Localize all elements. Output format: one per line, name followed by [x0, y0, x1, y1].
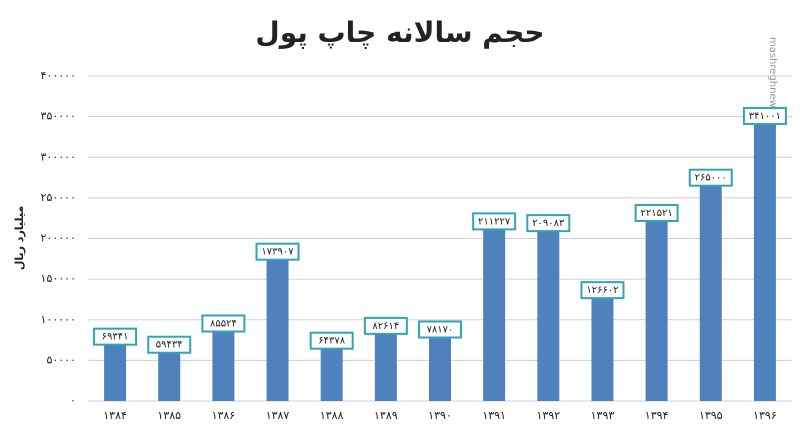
value-label-box [309, 331, 354, 350]
y-tick-label: ۱۰۰۰۰۰ [41, 313, 76, 326]
value-label-box [255, 242, 300, 261]
bar [320, 348, 343, 401]
bar [104, 344, 127, 401]
x-tick-label: ۱۳۹۶ [753, 409, 777, 422]
value-label-box [634, 204, 679, 223]
value-label-box [472, 212, 517, 231]
value-label: ۶۹۳۴۱ [102, 332, 129, 343]
bar [537, 231, 560, 401]
value-label: ۲۶۵۰۰۰ [695, 173, 727, 184]
y-axis-label: میلیارد ریال [13, 206, 26, 270]
value-label: ۳۴۱۰۰۱ [749, 111, 781, 122]
y-tick-label: ۲۰۰۰۰۰ [41, 232, 76, 245]
value-label: ۶۴۳۷۸ [318, 336, 345, 347]
value-label-box [526, 214, 571, 233]
x-tick-label: ۱۳۸۵ [157, 409, 181, 422]
x-tick-label: ۱۳۸۹ [374, 409, 398, 422]
y-tick-label: ۲۵۰۰۰۰ [41, 191, 76, 204]
value-label-box [688, 168, 733, 187]
y-tick-label: ۳۵۰۰۰۰ [41, 110, 76, 123]
value-label-box [742, 106, 787, 125]
value-label: ۸۵۵۲۴ [210, 319, 237, 330]
value-label-box [580, 281, 625, 300]
y-tick-label: ۵۰۰۰۰ [46, 353, 76, 366]
bar [753, 123, 776, 401]
bar [591, 298, 614, 401]
bar [699, 185, 722, 401]
x-tick-label: ۱۳۹۴ [645, 409, 669, 422]
value-label: ۱۷۳۹۰۷ [261, 247, 294, 258]
x-tick-label: ۱۳۸۶ [212, 409, 236, 422]
value-label: ۲۰۹۰۸۳ [532, 218, 565, 229]
y-tick-label: ۳۰۰۰۰۰ [41, 150, 76, 163]
x-tick-label: ۱۳۹۳ [591, 409, 615, 422]
x-tick-label: ۱۳۸۸ [320, 409, 344, 422]
y-tick-label: ۴۰۰۰۰۰ [41, 69, 76, 82]
value-label: ۸۲۶۱۴ [372, 321, 399, 332]
y-tick-label: ۱۵۰۰۰۰ [41, 272, 76, 285]
y-tick-label: ۰ [70, 394, 76, 407]
x-tick-label: ۱۳۸۴ [103, 409, 127, 422]
value-label: ۷۸۱۷۰ [427, 324, 454, 335]
value-label-box [201, 314, 246, 333]
bar [158, 352, 181, 401]
bar [429, 337, 451, 401]
bar [374, 333, 397, 401]
value-label-box [147, 335, 192, 354]
value-label-box [418, 320, 462, 339]
x-tick-label: ۱۳۹۱ [482, 409, 506, 422]
x-tick-label: ۱۳۹۲ [536, 409, 560, 422]
value-label-box [363, 316, 408, 335]
bar [645, 221, 668, 401]
bar [483, 229, 506, 401]
x-tick-label: ۱۳۸۷ [266, 409, 290, 422]
bar [212, 331, 235, 401]
watermark: mashreghnews.ir [767, 37, 778, 124]
chart-title: حجم سالانه چاپ پول [255, 16, 544, 49]
value-label: ۱۲۶۶۰۲ [586, 285, 618, 296]
value-label-box [93, 327, 138, 346]
value-label: ۲۱۱۲۲۷ [478, 216, 511, 227]
x-tick-label: ۱۳۹۰ [428, 409, 452, 422]
value-label: ۲۲۱۵۲۱ [640, 208, 672, 219]
value-label: ۵۹۴۳۴ [156, 340, 183, 351]
x-tick-label: ۱۳۹۵ [699, 409, 723, 422]
bar [266, 259, 289, 401]
